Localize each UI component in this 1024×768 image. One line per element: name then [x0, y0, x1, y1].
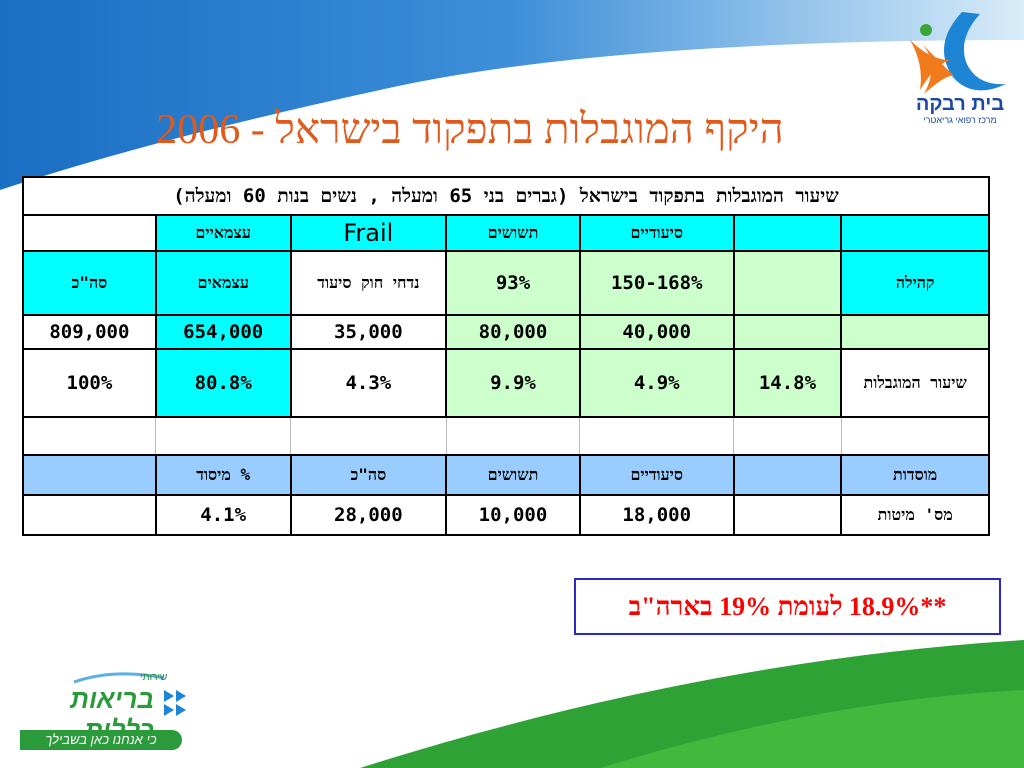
table-cell: 93%	[445, 250, 581, 316]
table-cell	[732, 214, 843, 252]
header-nursing: סיעודיים	[578, 214, 735, 252]
table-cell: 4.1%	[154, 494, 292, 536]
table-cell: 80.8%	[154, 348, 292, 418]
table-cell: 80,000	[445, 314, 581, 350]
header-frail-elderly: תשושים	[445, 214, 581, 252]
row-label-community: קהילה	[840, 250, 990, 316]
table-cell: סה"כ	[289, 454, 448, 496]
table-cell: % מיסוד	[154, 454, 292, 496]
table-cell: נדחי חוק סיעוד	[289, 250, 448, 316]
rates-row: שיעור המוגבלות 14.8% 4.9% 9.9% 4.3% 80.8…	[22, 348, 990, 418]
table-caption: שיעור המוגבלות בתפקוד בישראל (גברים בני …	[22, 176, 990, 216]
counts-row: 40,000 80,000 35,000 654,000 809,000	[22, 314, 990, 350]
comparison-note: **18.9% לעומת 19% בארה"ב	[574, 578, 1001, 635]
table-cell: 809,000	[22, 314, 157, 350]
comparison-note-text: **18.9% לעומת 19% בארה"ב	[628, 591, 947, 621]
table-cell	[732, 314, 843, 350]
slide-title: היקף המוגבלות בתפקוד בישראל - 2006	[156, 107, 784, 153]
table-cell: 9.9%	[445, 348, 581, 418]
spacer-row	[22, 416, 990, 456]
table-cell: עצמאים	[154, 250, 292, 316]
table-cell	[155, 416, 292, 456]
table-cell: 654,000	[154, 314, 292, 350]
table-cell: 150-168%	[578, 250, 735, 316]
row-label-beds: מס' מיטות	[840, 494, 990, 536]
table-cell	[733, 416, 842, 456]
table-cell	[732, 494, 843, 536]
clalit-logo-tagline: כי אנחנו כאן בשבילך	[20, 730, 182, 750]
beds-row: מס' מיטות 18,000 10,000 28,000 4.1%	[22, 494, 990, 536]
table-cell	[840, 214, 990, 252]
table-cell: 14.8%	[732, 348, 843, 418]
table-cell: 10,000	[445, 494, 581, 536]
grass-highlight	[600, 690, 1024, 768]
sky-band	[0, 0, 1024, 190]
table-cell	[445, 416, 581, 456]
table-cell: סה"כ	[22, 250, 157, 316]
table-cell	[22, 494, 157, 536]
table-cell: 35,000	[289, 314, 448, 350]
table-cell: 40,000	[578, 314, 735, 350]
table-cell	[22, 454, 157, 496]
table-cell	[22, 214, 157, 252]
header-independent: עצמאיים	[154, 214, 292, 252]
category-header-row: סיעודיים תשושים Frail עצמאיים	[22, 214, 990, 252]
table-cell: 4.3%	[289, 348, 448, 418]
beit-rivka-logo-icon	[910, 12, 1006, 94]
table-cell: סיעודיים	[578, 454, 735, 496]
table-cell	[732, 250, 843, 316]
row-label-institutions: מוסדות	[840, 454, 990, 496]
table-cell	[290, 416, 447, 456]
beit-rivka-logo-subtitle: מרכז רפואי גריאטרי	[923, 115, 997, 125]
row-label-disability-rate: שיעור המוגבלות	[840, 348, 990, 418]
table-cell: 100%	[22, 348, 157, 418]
institutions-header-row: מוסדות סיעודיים תשושים סה"כ % מיסוד	[22, 454, 990, 496]
clalit-logo-top-text: שירותי	[140, 672, 168, 683]
table-cell	[732, 454, 843, 496]
clalit-logo-icon	[73, 672, 186, 716]
community-row: קהילה 150-168% 93% נדחי חוק סיעוד עצמאים…	[22, 250, 990, 316]
table-cell	[840, 416, 990, 456]
table-cell: תשושים	[445, 454, 581, 496]
table-cell: 4.9%	[578, 348, 735, 418]
table-cell	[840, 314, 990, 350]
table-caption-row: שיעור המוגבלות בתפקוד בישראל (גברים בני …	[22, 176, 990, 216]
table-cell: 18,000	[578, 494, 735, 536]
table-cell	[579, 416, 735, 456]
disability-rates-table: שיעור המוגבלות בתפקוד בישראל (גברים בני …	[22, 176, 990, 536]
disability-rates-table-container: שיעור המוגבלות בתפקוד בישראל (גברים בני …	[22, 176, 990, 544]
header-frail: Frail	[289, 214, 448, 252]
beit-rivka-logo-name: בית רבקה	[915, 93, 1005, 115]
table-cell: 28,000	[289, 494, 448, 536]
table-cell	[22, 416, 157, 456]
